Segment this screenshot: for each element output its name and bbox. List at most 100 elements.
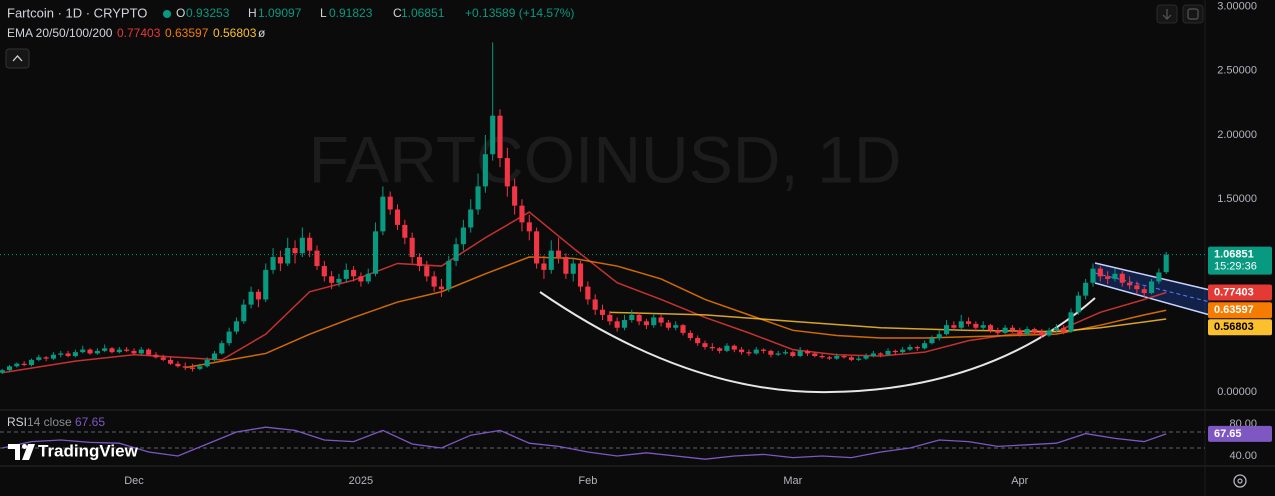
candle-body — [365, 273, 371, 282]
candle-body — [856, 358, 862, 360]
candle-body — [336, 278, 342, 283]
candle-body — [438, 286, 445, 290]
candle-body — [665, 322, 671, 328]
candle-body — [446, 260, 452, 290]
plot-area — [0, 42, 1205, 460]
ohlc-label: O — [176, 6, 185, 20]
candle-body — [702, 343, 708, 348]
candle-body — [599, 309, 606, 315]
candle-body — [541, 263, 547, 270]
candle-body — [416, 257, 423, 267]
candle-body — [629, 314, 635, 321]
candle-body — [314, 250, 320, 267]
ohlc-value: 1.09097 — [258, 6, 302, 20]
ohlc-label: H — [248, 6, 257, 20]
ohlc-label: C — [393, 6, 402, 20]
candle-body — [1039, 331, 1045, 336]
candle-body — [900, 349, 906, 353]
settings-button[interactable] — [1233, 474, 1247, 488]
candle-body — [563, 257, 569, 274]
ohlc-label: L — [320, 6, 327, 20]
candle-body — [1002, 327, 1008, 333]
candle-body — [746, 352, 752, 354]
channel-top — [1094, 262, 1211, 291]
candle-body — [1112, 273, 1118, 279]
candle-body — [387, 196, 393, 210]
candle-body — [790, 352, 796, 357]
candle-body — [146, 349, 152, 355]
candle-body — [782, 352, 789, 354]
candle-body — [80, 349, 86, 353]
price-tag — [1208, 319, 1272, 336]
candle-body — [695, 338, 701, 344]
candle-body — [1148, 281, 1155, 294]
candle-body — [160, 357, 166, 360]
candle-body — [124, 349, 130, 351]
candle-body — [409, 237, 415, 258]
indicator-value: ø — [258, 26, 266, 40]
candle-body — [1097, 268, 1103, 277]
x-tick-label: Apr — [1011, 475, 1028, 487]
candle-body — [292, 248, 298, 254]
candle-body — [497, 115, 503, 159]
rsi-title: RSI — [7, 415, 27, 429]
x-tick-label: 2025 — [349, 475, 373, 487]
candle-body — [585, 286, 591, 300]
price-tag-label: 0.63597 — [1214, 304, 1254, 316]
candle-body — [219, 343, 225, 354]
change: +0.13589 (+14.57%) — [465, 6, 574, 20]
candle-body — [812, 353, 818, 357]
price-tag-label: 0.56803 — [1214, 321, 1254, 333]
candle-body — [468, 209, 474, 228]
candle-body — [1134, 285, 1140, 290]
candle-body — [241, 304, 247, 322]
candle-body — [226, 331, 232, 344]
scroll-button[interactable] — [1156, 4, 1178, 24]
reset-button[interactable] — [1182, 4, 1204, 24]
candle-body — [1156, 272, 1162, 282]
candle-body — [1031, 329, 1037, 332]
price-tag-label: 0.77403 — [1214, 286, 1254, 298]
candle-body — [526, 222, 532, 232]
candle-body — [94, 350, 100, 354]
candle-body — [1046, 330, 1052, 336]
candle-body — [1163, 254, 1169, 273]
candle-body — [907, 347, 913, 350]
candle-body — [995, 330, 1001, 333]
candle-body — [797, 350, 803, 357]
candle-body — [1024, 329, 1030, 335]
candle-body — [1127, 282, 1133, 286]
candle-body — [50, 354, 57, 359]
candle-body — [482, 154, 488, 187]
candle-body — [848, 357, 854, 360]
candle-body — [87, 349, 93, 354]
candle-body — [36, 357, 42, 360]
x-tick-label: Dec — [124, 475, 144, 487]
candle-body — [138, 349, 144, 354]
candle-body — [175, 363, 181, 367]
candle-body — [731, 345, 737, 350]
candle-body — [1083, 282, 1089, 296]
candle-body — [914, 347, 920, 349]
candle-body — [936, 334, 942, 339]
candle-body — [548, 250, 554, 270]
candle-body — [987, 325, 994, 331]
candle-body — [768, 350, 774, 355]
candle-body — [109, 348, 115, 353]
y-tick-label: 2.00000 — [1217, 129, 1257, 141]
collapse-button[interactable] — [5, 48, 30, 69]
x-tick-label: Feb — [578, 475, 597, 487]
candle-body — [621, 320, 628, 328]
candle-body — [14, 363, 20, 367]
candle-body — [43, 357, 49, 359]
candle-body — [1119, 273, 1125, 283]
candle-body — [951, 325, 957, 328]
candle-body — [116, 349, 122, 353]
candle-body — [6, 366, 13, 371]
candle-body — [182, 366, 188, 368]
candle-body — [168, 359, 174, 364]
ohlc-value: 0.91823 — [329, 6, 373, 20]
